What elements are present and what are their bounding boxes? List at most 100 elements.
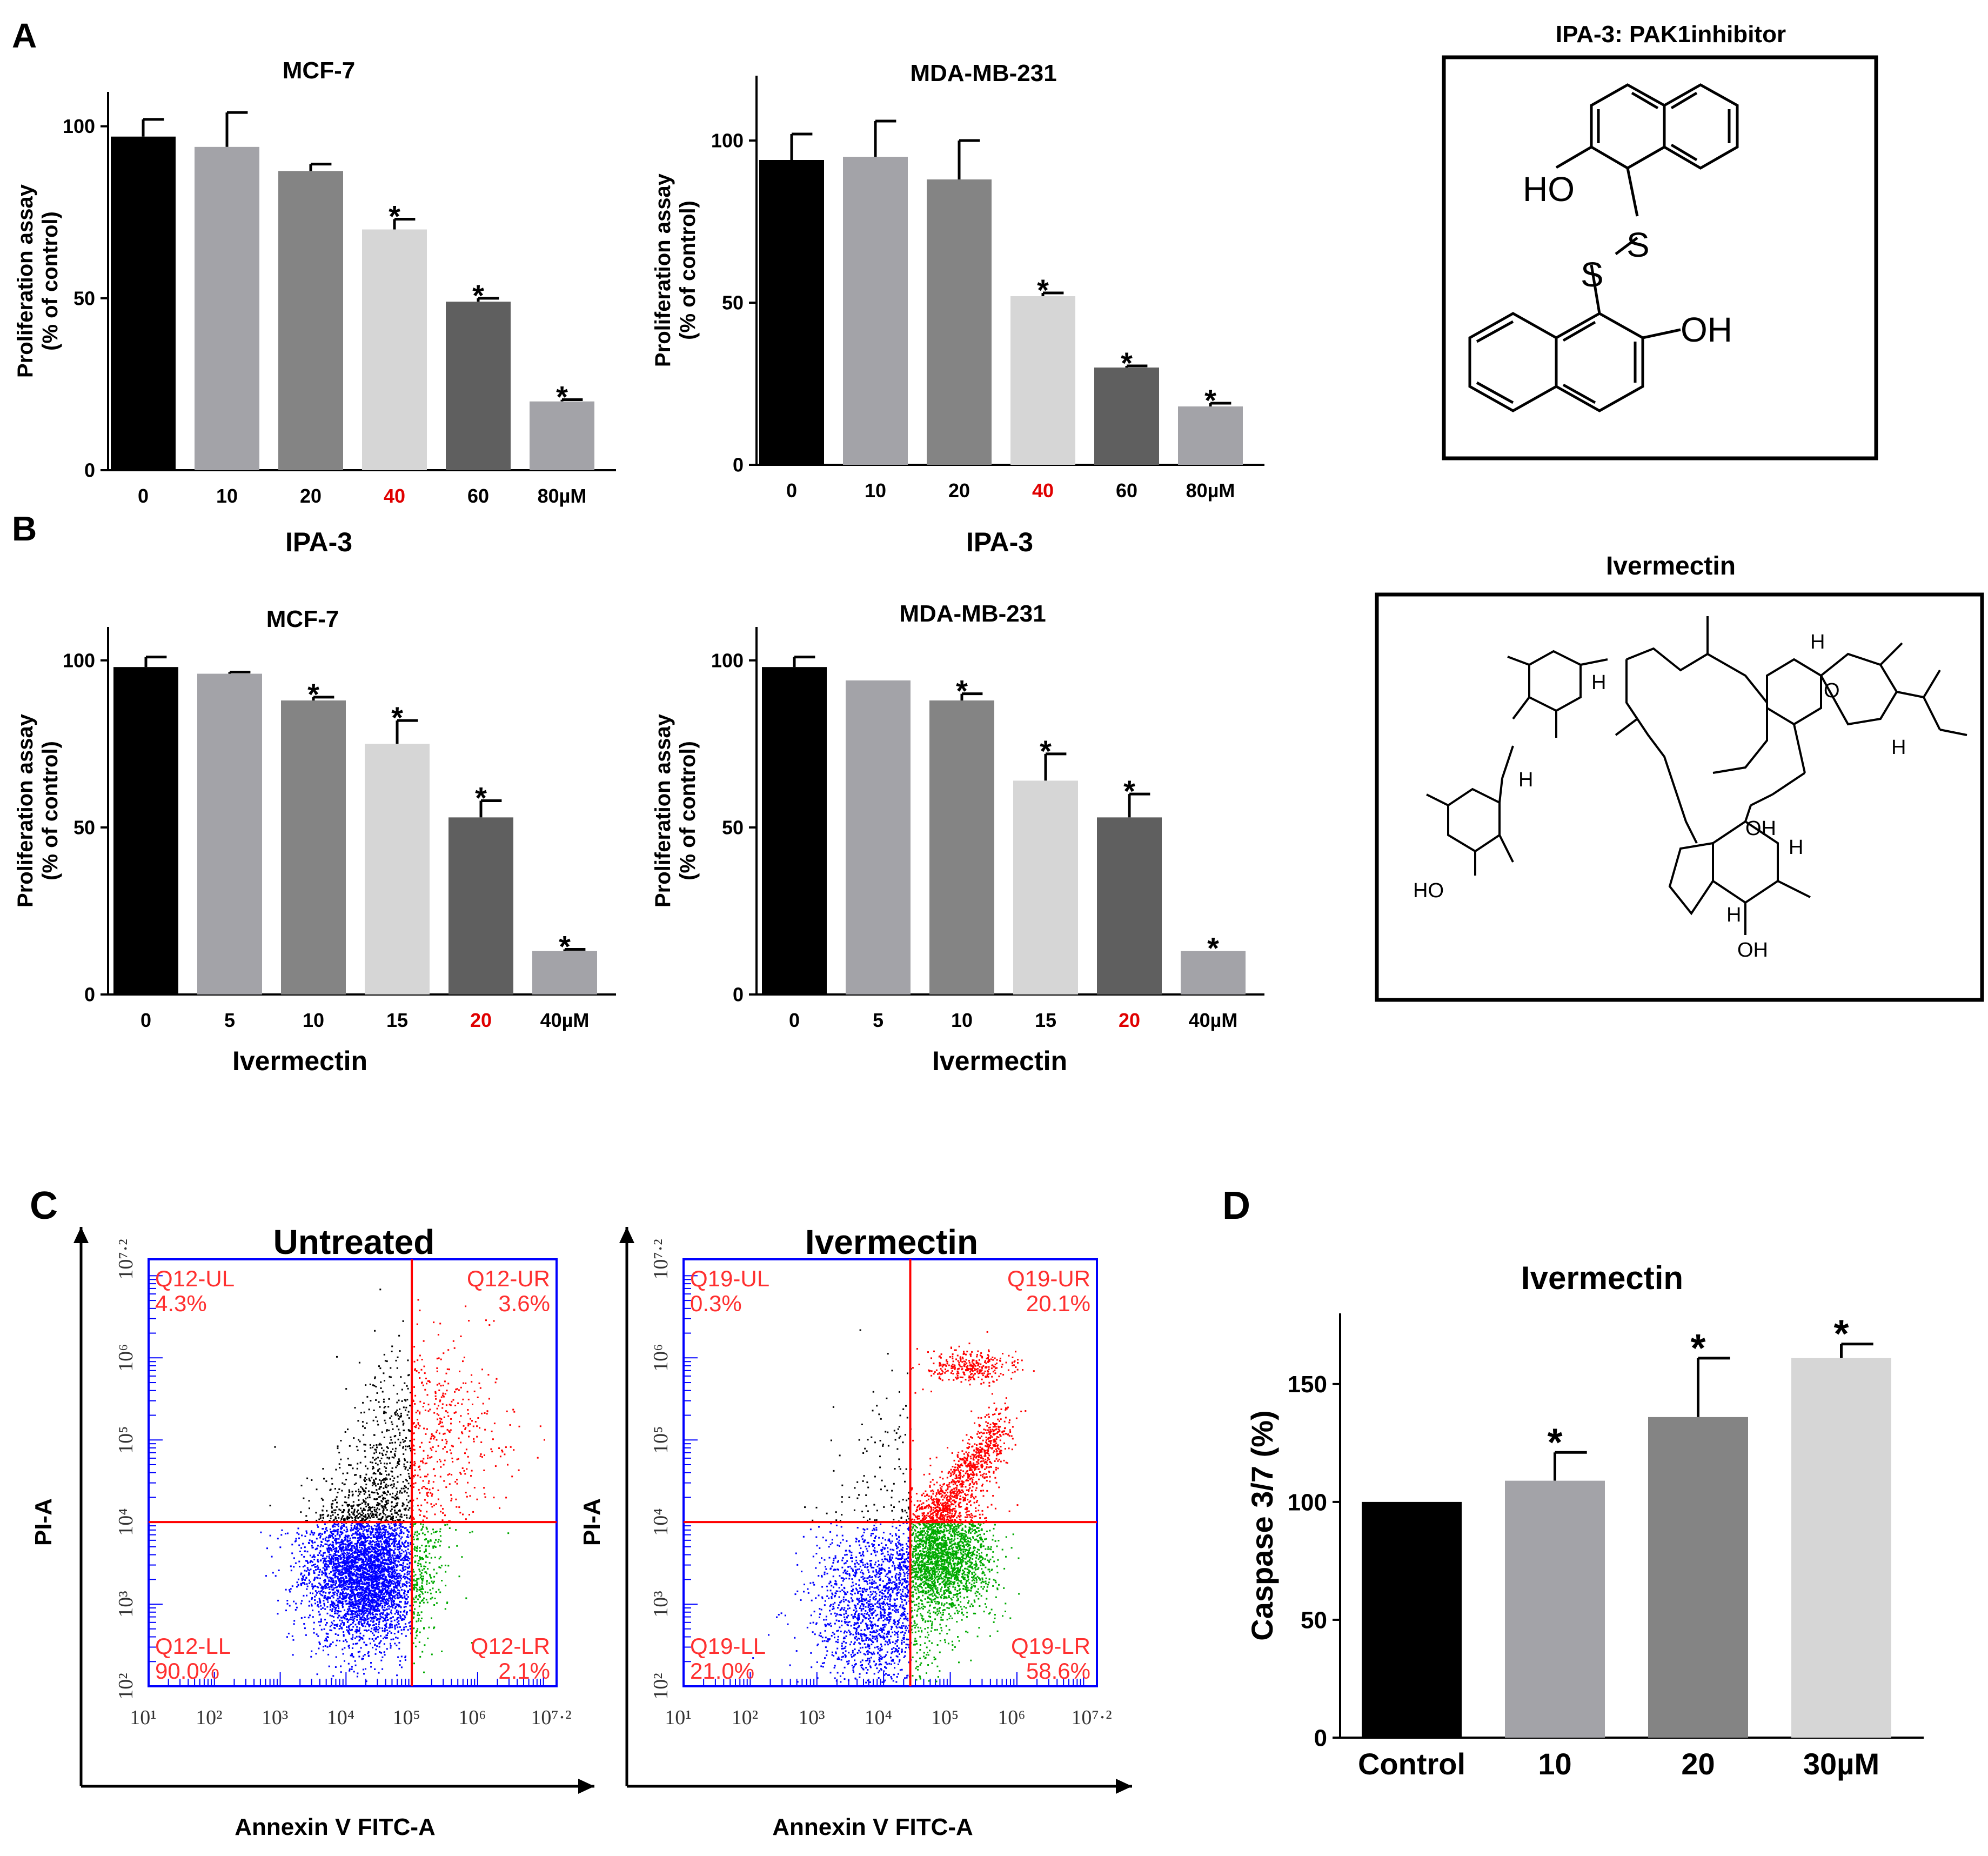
event-dot: [379, 1496, 381, 1498]
event-dot: [387, 1564, 389, 1566]
event-dot: [488, 1398, 490, 1400]
event-dot: [369, 1557, 371, 1559]
event-dot: [346, 1515, 349, 1518]
event-dot: [375, 1416, 377, 1418]
event-dot: [334, 1572, 336, 1574]
event-dot: [390, 1593, 392, 1595]
event-dot: [372, 1609, 374, 1611]
event-dot: [380, 1616, 383, 1618]
event-dot: [412, 1448, 414, 1451]
event-dot: [377, 1538, 379, 1540]
event-dot: [332, 1616, 334, 1618]
event-dot: [387, 1447, 389, 1449]
event-dot: [328, 1535, 330, 1537]
event-dot: [391, 1441, 393, 1444]
event-dot: [437, 1541, 439, 1543]
event-dot: [371, 1562, 373, 1564]
event-dot: [427, 1637, 429, 1639]
event-dot: [404, 1657, 406, 1659]
event-dot: [376, 1560, 378, 1561]
event-dot: [393, 1633, 396, 1634]
event-dot: [359, 1491, 362, 1493]
event-dot: [363, 1603, 364, 1605]
event-dot: [364, 1600, 366, 1603]
event-dot: [432, 1481, 434, 1483]
event-dot: [406, 1556, 407, 1558]
event-dot: [390, 1620, 392, 1623]
event-dot: [425, 1538, 427, 1540]
event-dot: [439, 1399, 441, 1401]
event-dot: [400, 1528, 402, 1531]
event-dot: [385, 1516, 387, 1518]
event-dot: [440, 1466, 442, 1468]
event-dot: [311, 1604, 312, 1605]
event-dot: [371, 1514, 372, 1517]
event-dot: [339, 1600, 342, 1603]
event-dot: [400, 1601, 402, 1603]
event-dot: [375, 1511, 377, 1513]
event-dot: [402, 1563, 404, 1565]
event-dot: [471, 1374, 473, 1376]
x-tick-label: 10²: [196, 1706, 222, 1729]
event-dot: [344, 1595, 346, 1597]
event-dot: [354, 1526, 356, 1528]
event-dot: [380, 1519, 383, 1521]
event-dot: [338, 1546, 340, 1548]
event-dot: [323, 1646, 324, 1648]
event-dot: [362, 1599, 364, 1601]
event-dot: [407, 1483, 410, 1485]
event-dot: [344, 1566, 346, 1568]
event-dot: [368, 1536, 370, 1538]
event-dot: [397, 1583, 399, 1585]
event-dot: [369, 1565, 371, 1567]
event-dot: [311, 1597, 313, 1599]
event-dot: [371, 1617, 373, 1619]
event-dot: [359, 1577, 361, 1579]
event-dot: [468, 1320, 470, 1322]
event-dot: [367, 1596, 370, 1598]
event-dot: [380, 1483, 382, 1485]
event-dot: [322, 1499, 324, 1501]
event-dot: [443, 1396, 445, 1398]
event-dot: [386, 1502, 388, 1504]
event-dot: [386, 1463, 388, 1465]
event-dot: [350, 1599, 352, 1601]
event-dot: [431, 1580, 433, 1583]
event-dot: [395, 1575, 397, 1578]
event-dot: [385, 1501, 387, 1503]
event-dot: [337, 1590, 339, 1592]
event-dot: [417, 1545, 418, 1547]
event-dot: [382, 1612, 384, 1614]
event-dot: [391, 1590, 393, 1592]
event-dot: [384, 1588, 386, 1591]
event-dot: [301, 1600, 303, 1602]
event-dot: [300, 1584, 303, 1586]
event-dot: [394, 1540, 396, 1542]
event-dot: [354, 1571, 356, 1573]
event-dot: [367, 1601, 369, 1603]
event-dot: [269, 1534, 271, 1537]
event-dot: [334, 1538, 337, 1540]
event-dot: [327, 1584, 329, 1586]
bar: [532, 951, 597, 994]
event-dot: [348, 1464, 350, 1466]
y-axis-label-line: Proliferation assay: [14, 184, 37, 378]
event-dot: [396, 1546, 398, 1548]
y-tick-label: 50: [1301, 1607, 1327, 1633]
event-dot: [339, 1625, 341, 1627]
event-dot: [390, 1567, 392, 1569]
event-dot: [358, 1615, 360, 1617]
event-dot: [369, 1605, 371, 1607]
event-dot: [414, 1403, 416, 1405]
event-dot: [373, 1601, 375, 1604]
event-dot: [401, 1439, 404, 1441]
event-dot: [374, 1644, 376, 1646]
event-dot: [323, 1557, 325, 1559]
event-dot: [381, 1532, 383, 1534]
event-dot: [347, 1546, 349, 1548]
event-dot: [284, 1533, 286, 1535]
event-dot: [370, 1561, 372, 1563]
event-dot: [329, 1489, 331, 1491]
event-dot: [326, 1612, 329, 1614]
event-dot: [389, 1525, 391, 1527]
